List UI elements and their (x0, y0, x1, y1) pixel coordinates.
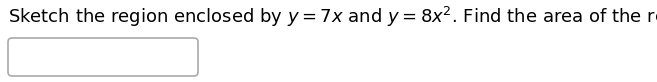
FancyBboxPatch shape (8, 38, 198, 76)
Text: Sketch the region enclosed by $y = 7x$ and $y = 8x^2$. Find the area of the regi: Sketch the region enclosed by $y = 7x$ a… (8, 5, 657, 29)
